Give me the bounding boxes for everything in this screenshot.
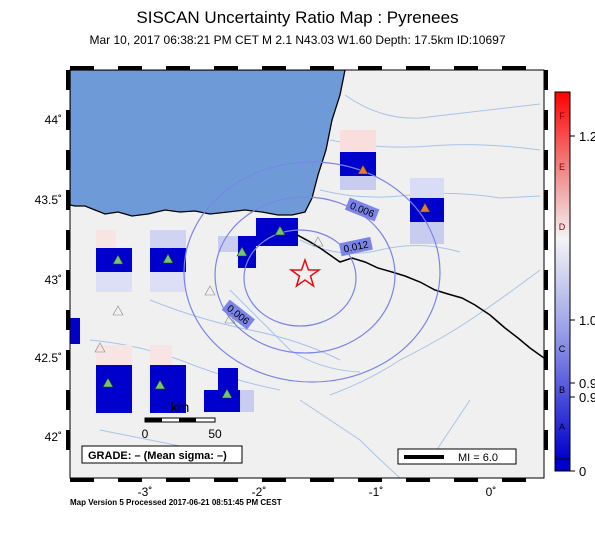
grade-letter: F (559, 111, 565, 121)
scale-unit: km (171, 399, 190, 415)
lat-tick: 43.5˚ (35, 193, 62, 207)
colorbar-value: 1.0 (579, 313, 595, 328)
map-area: 0.006 0.012 0.006 (70, 70, 544, 478)
lat-tick: 43˚ (45, 273, 62, 287)
lat-tick: 42˚ (45, 430, 62, 444)
station-triangle-outline (204, 285, 216, 296)
epicenter-star-icon (288, 257, 322, 288)
colorbar-value: 1.2 (579, 129, 595, 144)
colorbar-value: 0 (579, 464, 586, 479)
grade-letter: C (559, 344, 566, 354)
grade-letter: B (559, 385, 565, 395)
station-triangle-outline (224, 313, 236, 324)
station-triangle-green (236, 246, 248, 257)
scale-bar: km 0 50 (142, 399, 222, 441)
event-info: Mar 10, 2017 06:38:21 PM CET M 2.1 N43.0… (89, 33, 506, 47)
mi-label: MI = 6.0 (458, 452, 498, 464)
map-frame (66, 66, 548, 482)
station-triangle-green (221, 388, 233, 399)
lon-tick: 0˚ (486, 485, 497, 499)
station-triangle-green (274, 225, 286, 236)
station-triangle-outline (312, 236, 324, 247)
contour-label-2: 0.012 (343, 239, 370, 255)
stations (94, 164, 431, 399)
station-triangle-outline (112, 305, 124, 316)
lon-tick: -3˚ (138, 485, 153, 499)
colorbar-value: 0.9 (579, 376, 595, 391)
lat-tick: 44˚ (45, 113, 62, 127)
mi-legend: MI = 6.0 (397, 448, 517, 465)
colorbar: F E D C B A 1.2 1.0 0.9 0.9 0 (554, 91, 595, 479)
station-triangle-green (102, 377, 114, 388)
uncertainty-cells (70, 130, 444, 413)
grade-letter: D (559, 222, 566, 232)
lon-tick: -1˚ (369, 485, 384, 499)
lat-tick-labels: 44˚ 43.5˚ 43˚ 42.5˚ 42˚ (35, 113, 62, 444)
scale-tick-0: 0 (142, 427, 149, 441)
grade-text: GRADE: – (Mean sigma: –) (88, 450, 227, 462)
grade-letter: E (559, 162, 565, 172)
station-triangle-green (154, 379, 166, 390)
station-triangle-orange (419, 202, 431, 213)
station-triangle-orange (357, 164, 369, 175)
map-version-footer: Map Version 5 Processed 2017-06-21 08:51… (70, 498, 282, 507)
grade-box: GRADE: – (Mean sigma: –) (81, 445, 243, 464)
colorbar-value: 0.9 (579, 390, 595, 405)
lon-tick-labels: -3˚ -2˚ -1˚ 0˚ (138, 485, 497, 499)
grade-letter: A (559, 422, 565, 432)
station-triangle-green (162, 253, 174, 264)
station-triangle-outline (94, 342, 106, 353)
station-triangle-green (112, 254, 124, 265)
contours (183, 161, 441, 383)
scale-tick-50: 50 (208, 427, 222, 441)
lat-tick: 42.5˚ (35, 351, 62, 365)
lon-tick: -2˚ (252, 485, 267, 499)
map-title: SISCAN Uncertainty Ratio Map : Pyrenees (136, 8, 459, 27)
sea-area (70, 70, 346, 217)
